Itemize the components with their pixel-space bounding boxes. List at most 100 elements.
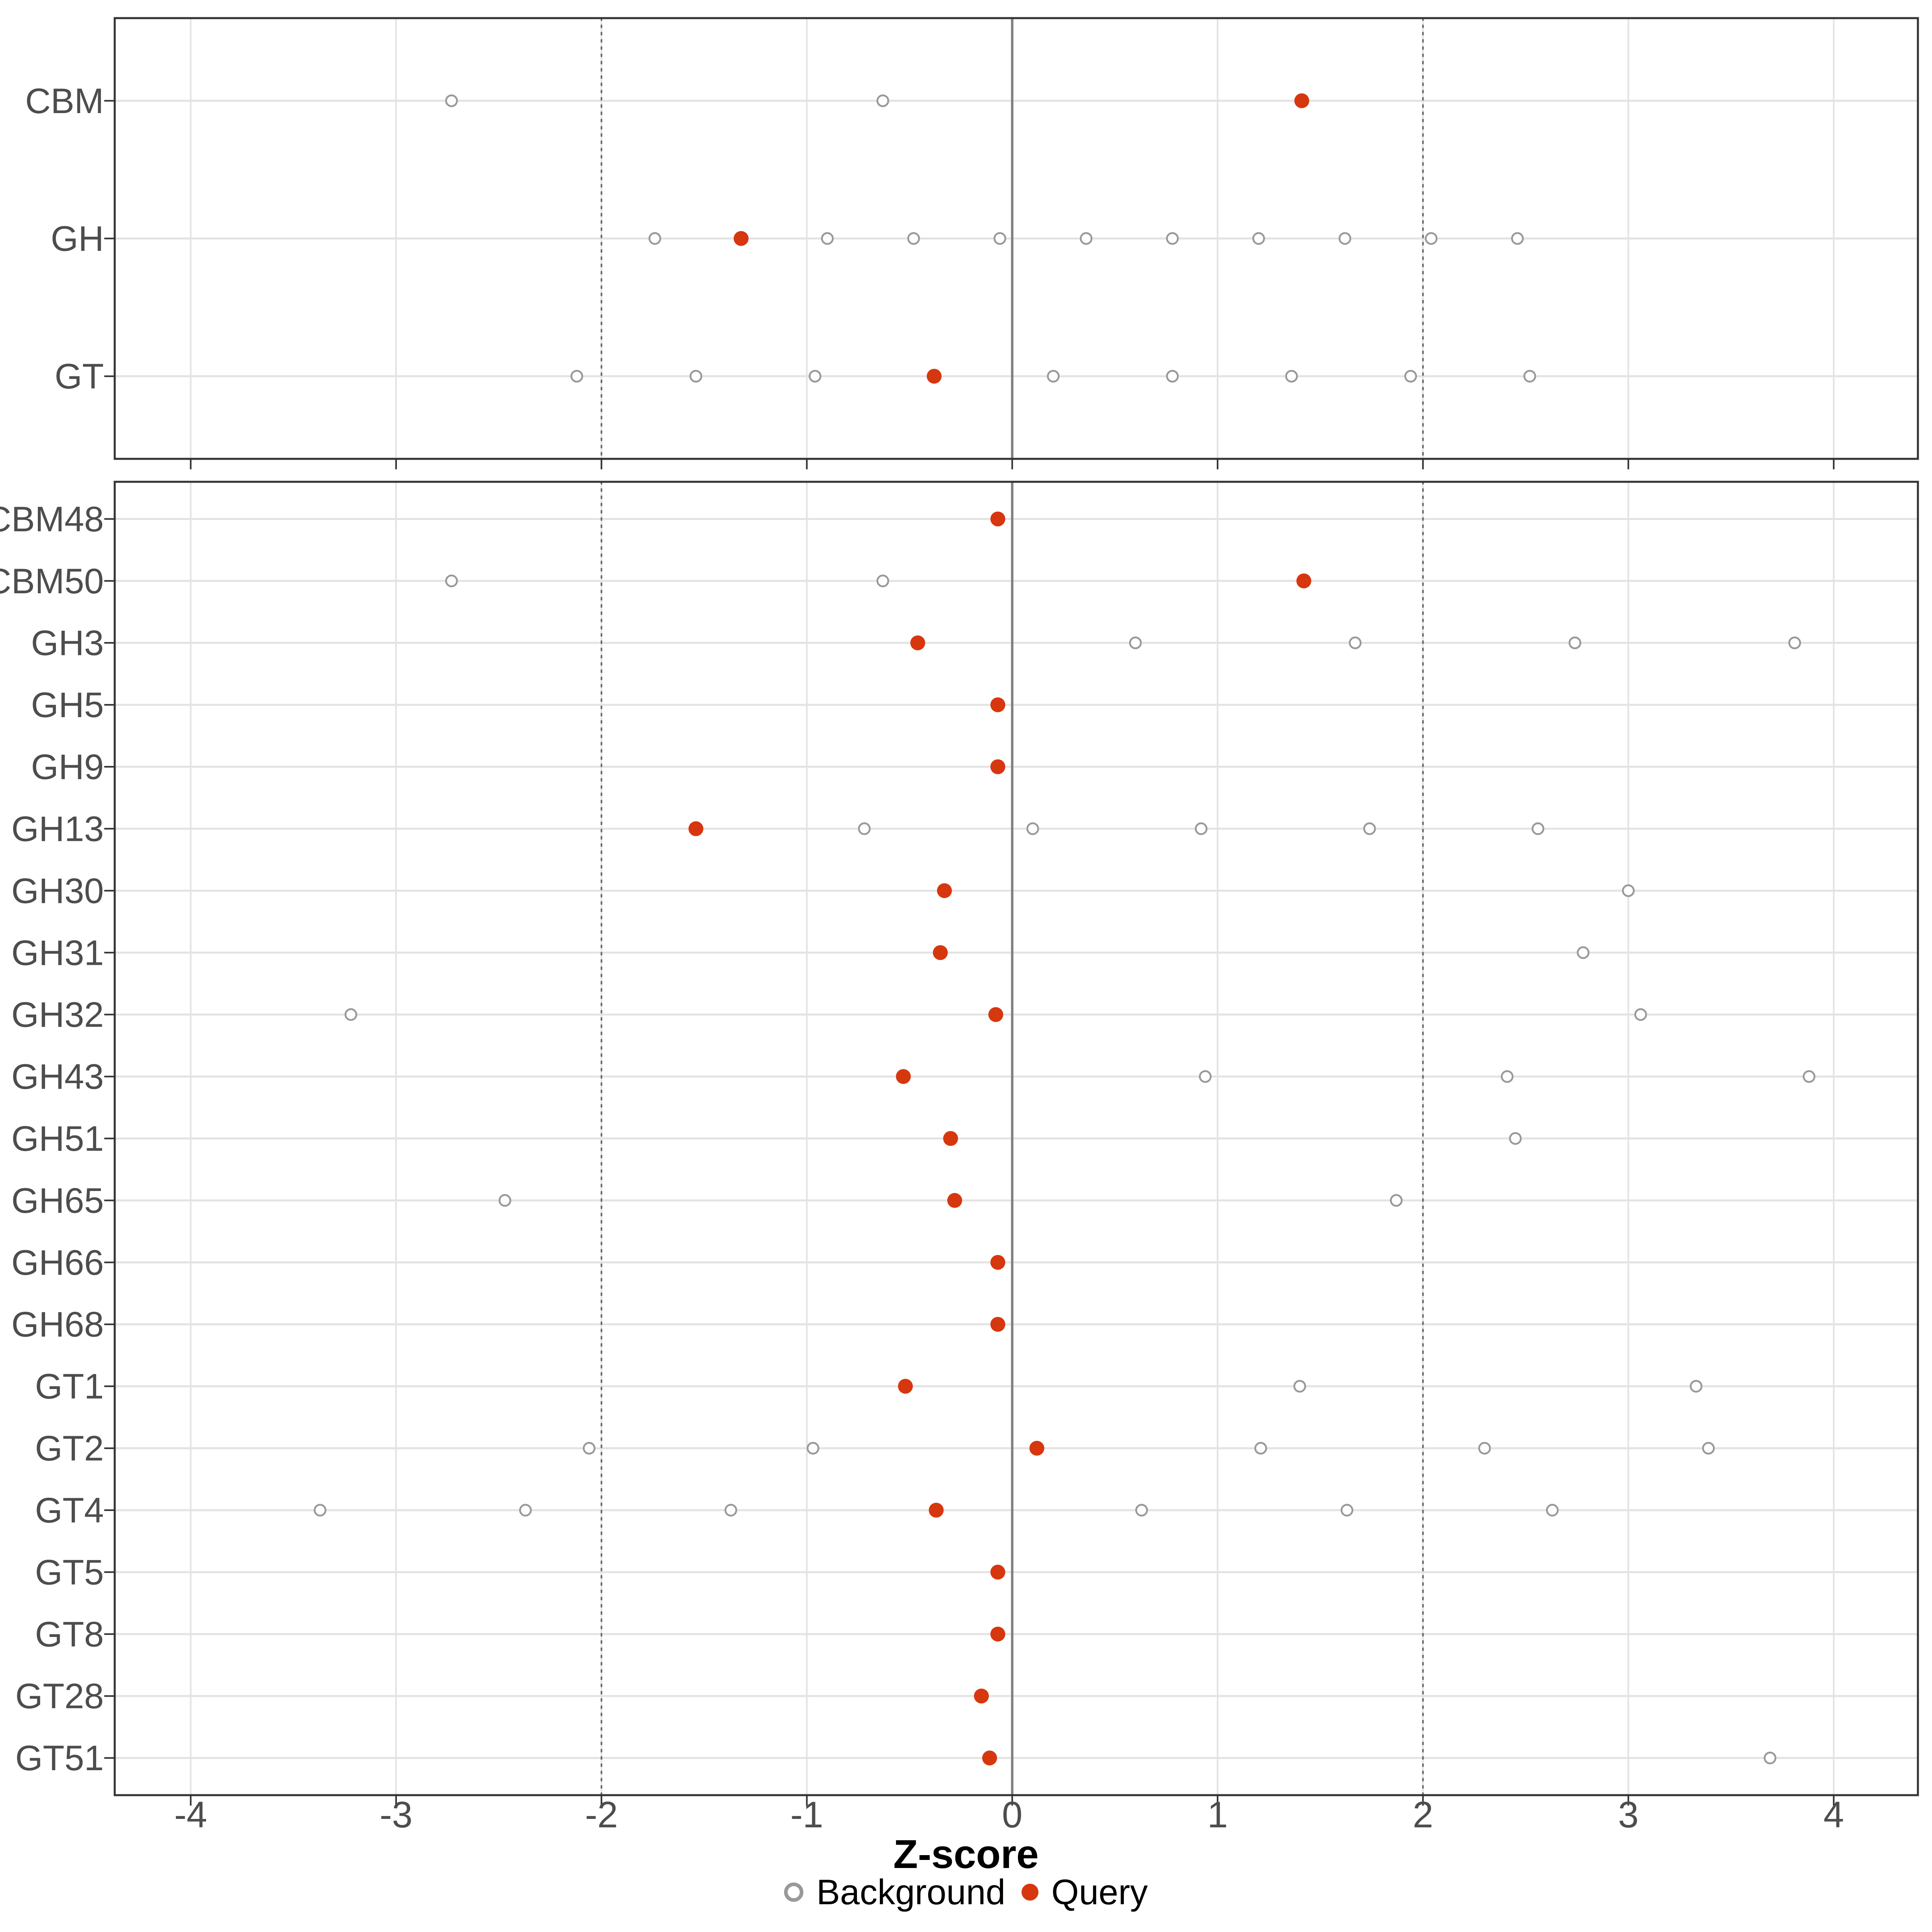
background-dot: [993, 232, 1006, 245]
background-dot: [314, 1504, 327, 1517]
query-dot: [982, 1750, 997, 1766]
background-dot: [1523, 369, 1536, 383]
background-dot: [1349, 636, 1362, 649]
background-dot: [1340, 1504, 1354, 1517]
query-dot: [910, 635, 925, 650]
y-axis-label: GH3: [31, 623, 104, 663]
background-dot: [1788, 636, 1801, 649]
background-dot: [1569, 636, 1581, 649]
y-axis-label: GH32: [11, 995, 104, 1034]
background-dot: [858, 822, 871, 835]
background-dot: [876, 574, 890, 588]
y-axis-label: GH68: [11, 1305, 104, 1344]
y-axis-label: GT51: [15, 1738, 104, 1778]
y-axis-label: GH9: [31, 747, 104, 787]
x-tick-label: -4: [174, 1794, 207, 1833]
background-dot: [1802, 1070, 1816, 1083]
background-dot: [1763, 1751, 1777, 1765]
query-dot: [947, 1193, 962, 1208]
y-axis-label: GH65: [11, 1181, 104, 1220]
query-dot: [733, 231, 749, 246]
zscore-dotplot-canvas: CBM GH GT CBM48 CBM50 GH3 GH5 GH9 GH13 GH30 GH31 GH…: [0, 17, 1919, 1833]
background-dot: [1080, 232, 1093, 245]
background-dot: [1363, 822, 1376, 835]
background-dot: [1634, 1008, 1647, 1021]
query-dot: [1296, 573, 1311, 588]
y-axis-label: GH5: [31, 685, 104, 725]
background-dot: [1252, 232, 1265, 245]
background-dot: [519, 1504, 532, 1517]
y-axis-label: GH51: [11, 1119, 104, 1158]
y-axis-label: GT28: [15, 1676, 104, 1716]
y-axis-label: GT8: [35, 1614, 104, 1654]
background-dot: [1509, 1132, 1522, 1145]
query-dot: [990, 1317, 1005, 1332]
background-dot: [1285, 369, 1298, 383]
x-tick-label: 2: [1413, 1794, 1433, 1833]
y-axis-label: CBM: [25, 81, 104, 121]
x-axis-title: Z-score: [893, 1832, 1039, 1877]
y-axis-label: GH13: [11, 809, 104, 848]
background-dot: [570, 369, 583, 383]
legend-label-query: Query: [1051, 1872, 1148, 1912]
query-dot: [933, 945, 948, 960]
background-dot: [1702, 1442, 1715, 1455]
x-tick-label: -1: [791, 1794, 824, 1833]
query-dot: [990, 697, 1005, 712]
query-dot: [1029, 1441, 1044, 1456]
query-dot: [929, 1503, 944, 1518]
background-dot: [907, 232, 920, 245]
background-dot: [1199, 1070, 1212, 1083]
y-axis-label: GH43: [11, 1057, 104, 1096]
background-dot: [1195, 822, 1208, 835]
x-tick-label: 3: [1618, 1794, 1639, 1833]
legend-item-background: Background: [784, 1872, 1005, 1913]
query-dot: [990, 1255, 1005, 1270]
legend: Background Query: [0, 1872, 1932, 1913]
y-axis-label: GH31: [11, 933, 104, 972]
background-dot: [1501, 1070, 1514, 1083]
open-circle-icon: [784, 1882, 804, 1902]
query-dot: [990, 1627, 1005, 1642]
background-dot: [876, 94, 890, 107]
query-dot: [990, 1565, 1005, 1580]
query-dot: [927, 369, 942, 384]
query-dot: [988, 1007, 1003, 1022]
background-dot: [821, 232, 834, 245]
background-dot: [1622, 884, 1635, 897]
y-axis-label: GT2: [35, 1428, 104, 1468]
background-dot: [1511, 232, 1524, 245]
background-dot: [1404, 369, 1417, 383]
background-dot: [445, 574, 458, 588]
x-tick-label: -3: [380, 1794, 413, 1833]
background-dot: [1026, 822, 1039, 835]
y-axis-label: GH30: [11, 871, 104, 910]
filled-circle-icon: [1022, 1884, 1038, 1901]
background-dot: [1690, 1380, 1703, 1393]
y-axis-label: GT5: [35, 1552, 104, 1592]
background-dot: [724, 1504, 737, 1517]
background-dot: [1293, 1380, 1306, 1393]
x-tick-label: 4: [1823, 1794, 1844, 1833]
y-axis-label: GH66: [11, 1243, 104, 1282]
background-dot: [1390, 1194, 1403, 1207]
query-dot: [943, 1131, 958, 1146]
background-dot: [445, 94, 458, 107]
background-dot: [807, 1442, 819, 1455]
y-axis-label: GT: [55, 356, 104, 396]
background-dot: [1532, 822, 1544, 835]
query-dot: [990, 759, 1005, 774]
background-dot: [582, 1442, 596, 1455]
background-dot: [648, 232, 661, 245]
background-dot: [1254, 1442, 1267, 1455]
query-dot: [688, 821, 704, 836]
y-axis-label: GT1: [35, 1366, 104, 1406]
x-tick-label: 0: [1002, 1794, 1022, 1833]
background-dot: [689, 369, 702, 383]
y-axis-label: CBM50: [0, 561, 104, 601]
legend-item-query: Query: [1022, 1872, 1148, 1913]
y-axis-label: CBM48: [0, 499, 104, 539]
query-dot: [974, 1688, 989, 1704]
background-dot: [1338, 232, 1352, 245]
